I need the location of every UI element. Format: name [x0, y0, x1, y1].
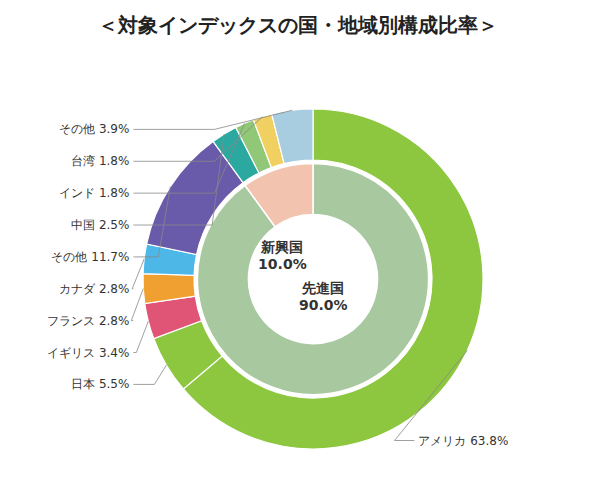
- svg-text:アメリカ 63.8%: アメリカ 63.8%: [418, 434, 508, 448]
- svg-text:その他 11.7%: その他 11.7%: [51, 250, 129, 264]
- svg-text:インド 1.8%: インド 1.8%: [59, 186, 129, 200]
- svg-text:先進国90.0%: 先進国90.0%: [299, 280, 348, 313]
- html-text:＜対象インデックスの国・地域別構成比率＞: ＜対象インデックスの国・地域別構成比率＞: [98, 13, 498, 37]
- svg-text:カナダ 2.8%: カナダ 2.8%: [59, 282, 129, 296]
- svg-text:フランス 2.8%: フランス 2.8%: [47, 314, 129, 328]
- svg-text:中国 2.5%: 中国 2.5%: [71, 218, 129, 232]
- svg-text:新興国10.0%: 新興国10.0%: [258, 239, 307, 272]
- svg-text:台湾 1.8%: 台湾 1.8%: [71, 154, 129, 168]
- svg-text:イギリス 3.4%: イギリス 3.4%: [47, 346, 129, 360]
- svg-text:日本 5.5%: 日本 5.5%: [71, 377, 129, 391]
- svg-text:その他 3.9%: その他 3.9%: [59, 122, 129, 136]
